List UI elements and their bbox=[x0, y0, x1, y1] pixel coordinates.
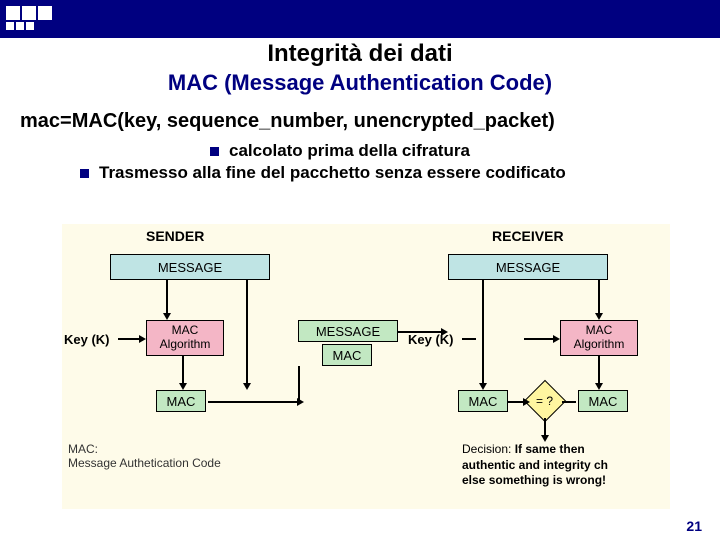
receiver-mac-box-1: MAC bbox=[458, 390, 508, 412]
arrow-msg-algo-rx bbox=[598, 280, 600, 314]
arrow-diamond-down bbox=[544, 418, 546, 436]
decision-text: Decision: If same then authentic and int… bbox=[462, 442, 608, 489]
page-number: 21 bbox=[686, 518, 702, 534]
sender-mac-box: MAC bbox=[156, 390, 206, 412]
receiver-header: RECEIVER bbox=[482, 224, 574, 248]
connector-1 bbox=[298, 366, 300, 402]
transfer-mac: MAC bbox=[322, 344, 372, 366]
arrow-algo-mac-sender bbox=[182, 356, 184, 384]
arrow-algo-mac-rx bbox=[598, 356, 600, 384]
receiver-algo-box: MAC Algorithm bbox=[560, 320, 638, 356]
key-label-sender: Key (K) bbox=[64, 332, 110, 347]
sender-algo-box: MAC Algorithm bbox=[146, 320, 224, 356]
arrow-to-diamond-l bbox=[508, 401, 524, 403]
title-sub: MAC (Message Authentication Code) bbox=[0, 70, 720, 96]
mac-diagram: SENDER MESSAGE Key (K) MAC Algorithm MAC… bbox=[62, 224, 670, 509]
footnote-2: Message Authetication Code bbox=[68, 456, 221, 470]
arrow-msg-mac-rx bbox=[482, 280, 484, 384]
transfer-message: MESSAGE bbox=[298, 320, 398, 342]
arrow-msg-down-sender bbox=[246, 280, 248, 384]
receiver-mac-box-2: MAC bbox=[578, 390, 628, 412]
arrow-msg-algo-sender bbox=[166, 280, 168, 314]
bullet-list: calcolato prima della cifratura Trasmess… bbox=[80, 141, 720, 183]
arrow-key-algo-rx bbox=[524, 338, 554, 340]
sender-header: SENDER bbox=[136, 224, 214, 248]
arrow-key-sender bbox=[118, 338, 140, 340]
bullet-icon bbox=[210, 147, 219, 156]
arrow-mac-transfer bbox=[208, 401, 298, 403]
bullet-1: calcolato prima della cifratura bbox=[229, 141, 470, 161]
bullet-icon bbox=[80, 169, 89, 178]
header-bar bbox=[0, 0, 720, 38]
receiver-message-box: MESSAGE bbox=[448, 254, 608, 280]
sender-message-box: MESSAGE bbox=[110, 254, 270, 280]
arrow-to-diamond-r bbox=[562, 401, 576, 403]
bullet-2: Trasmesso alla fine del pacchetto senza … bbox=[99, 163, 566, 183]
footnote-1: MAC: bbox=[68, 442, 98, 456]
title-main: Integrità dei dati bbox=[0, 40, 720, 68]
equals-label: = ? bbox=[536, 394, 553, 408]
formula-text: mac=MAC(key, sequence_number, unencrypte… bbox=[20, 110, 720, 133]
key-label-receiver: Key (K) bbox=[408, 332, 454, 347]
connector-key-rx bbox=[462, 338, 476, 340]
